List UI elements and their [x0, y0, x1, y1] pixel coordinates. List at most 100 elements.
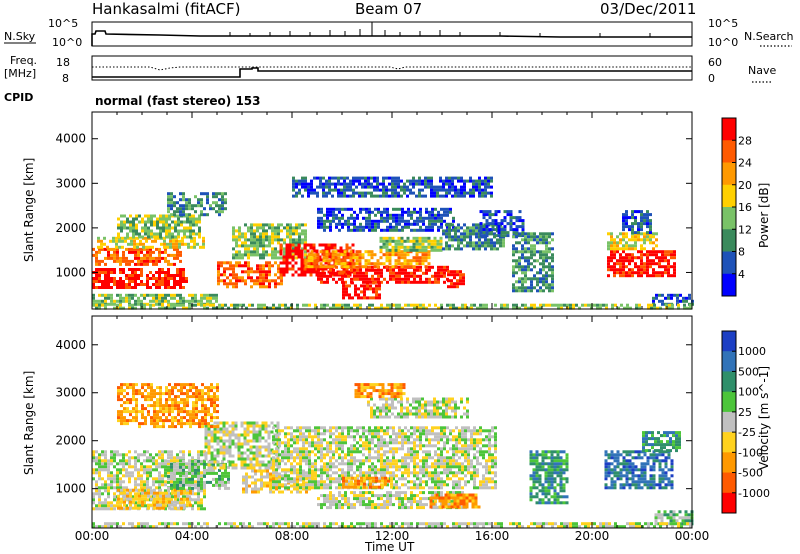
power-cell — [431, 207, 434, 211]
power-cell — [494, 222, 498, 226]
power-cell — [101, 247, 104, 251]
velocity-cell — [137, 504, 140, 508]
power-cell — [119, 286, 122, 289]
power-cell — [533, 306, 536, 310]
power-cell — [366, 287, 369, 291]
velocity-cell — [98, 459, 101, 463]
power-cell — [628, 244, 631, 248]
power-cell — [400, 239, 404, 243]
power-cell — [304, 223, 307, 227]
velocity-cell — [158, 453, 161, 457]
power-cell — [159, 226, 162, 230]
velocity-cell — [275, 487, 278, 491]
power-cell — [259, 238, 262, 242]
power-cell — [256, 223, 259, 227]
velocity-cell — [287, 459, 290, 463]
velocity-cell — [219, 439, 223, 443]
power-cell — [104, 247, 107, 251]
velocity-cell — [156, 494, 159, 498]
power-cell — [345, 249, 349, 253]
power-cell — [256, 276, 259, 280]
power-cell — [253, 270, 256, 274]
power-cell — [643, 268, 646, 272]
power-cell — [369, 287, 372, 291]
power-cell — [412, 182, 415, 186]
power-cell — [280, 279, 283, 283]
power-cell — [425, 225, 428, 229]
velocity-cell — [281, 453, 284, 457]
power-cell — [262, 264, 265, 268]
power-cell — [545, 283, 548, 287]
velocity-cell — [123, 491, 126, 495]
summary-panel: N.Sky 10^5 10^0 10^5 10^0 N.Search — [4, 17, 794, 49]
power-cell — [200, 213, 203, 217]
power-cell — [294, 246, 298, 250]
power-cell — [521, 256, 524, 260]
power-cell — [375, 290, 378, 294]
power-cell — [484, 179, 487, 183]
power-cell — [479, 210, 483, 214]
power-cell — [515, 286, 518, 290]
power-cell — [548, 235, 551, 239]
power-cell — [217, 282, 220, 286]
power-cell — [350, 228, 353, 232]
power-cell — [406, 248, 410, 252]
power-cell — [431, 280, 434, 284]
power-cell — [488, 222, 492, 226]
power-cell — [265, 264, 268, 268]
power-cell — [98, 274, 101, 277]
power-cell — [110, 299, 113, 303]
velocity-cell — [123, 503, 126, 507]
velocity-cell — [176, 459, 179, 463]
velocity-cell — [186, 488, 189, 492]
power-cell — [364, 259, 368, 263]
power-cell — [272, 303, 275, 307]
power-cell — [92, 253, 95, 257]
velocity-cell — [140, 486, 143, 490]
power-cell — [398, 306, 401, 310]
power-cell — [353, 222, 356, 226]
power-cell — [146, 280, 149, 283]
power-cell — [173, 210, 176, 214]
power-cell — [503, 231, 507, 235]
power-cell — [485, 225, 489, 229]
power-cell — [332, 207, 335, 211]
velocity-cell — [242, 481, 245, 485]
velocity-cell — [191, 474, 194, 478]
power-cell — [380, 280, 383, 284]
power-cell — [149, 250, 152, 254]
power-cell — [196, 242, 199, 246]
power-cell — [256, 270, 259, 274]
power-cell — [152, 299, 155, 303]
power-cell — [319, 176, 322, 180]
velocity-cell — [267, 463, 271, 467]
power-cell — [512, 228, 516, 232]
velocity-cell — [107, 495, 110, 499]
power-cell — [168, 235, 171, 239]
velocity-cell — [207, 466, 211, 470]
power-cell — [478, 238, 481, 242]
power-cell — [182, 306, 185, 310]
power-cell — [295, 241, 298, 245]
velocity-cell — [284, 444, 287, 448]
power-cell — [346, 265, 350, 269]
power-cell — [542, 265, 545, 269]
power-cell — [174, 220, 177, 224]
power-cell — [104, 271, 107, 274]
velocity-cell — [168, 506, 171, 510]
power-cell — [188, 201, 191, 205]
power-cell — [106, 245, 109, 249]
velocity-cell — [156, 500, 159, 504]
power-cell — [268, 244, 271, 248]
power-cell — [335, 271, 338, 275]
power-cell — [284, 303, 287, 307]
power-cell — [104, 303, 107, 307]
velocity-cell — [287, 441, 290, 445]
velocity-cell — [101, 483, 104, 487]
power-cell — [98, 293, 101, 297]
power-cell — [436, 245, 440, 249]
velocity-cell — [260, 478, 263, 482]
power-cell — [330, 258, 334, 262]
power-cell — [140, 274, 143, 277]
